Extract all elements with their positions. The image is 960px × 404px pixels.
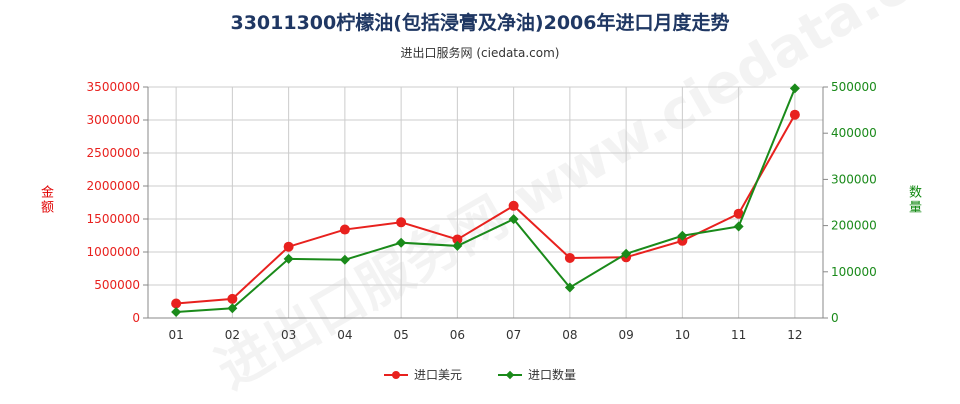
- left-tick-label: 0: [132, 311, 140, 325]
- data-point-amount: [564, 252, 575, 263]
- right-axis-title: 数量: [906, 185, 921, 215]
- data-point-amount: [677, 235, 688, 246]
- left-tick-label: 1500000: [87, 212, 140, 226]
- data-point-amount: [396, 217, 407, 228]
- data-point-quantity: [283, 253, 294, 264]
- x-tick-label: 06: [450, 328, 465, 342]
- data-point-quantity: [452, 240, 463, 251]
- data-point-quantity: [564, 282, 575, 293]
- legend-label-amount: 进口美元: [413, 368, 462, 382]
- legend-swatch-diamond: [498, 369, 522, 381]
- series-line-amount: [176, 114, 796, 305]
- data-point-amount: [227, 293, 238, 304]
- right-tick-label: 200000: [831, 219, 877, 233]
- series-line-quantity: [176, 88, 796, 313]
- data-point-quantity: [508, 214, 519, 225]
- data-point-quantity: [171, 306, 182, 317]
- x-tick-label: 12: [787, 328, 802, 342]
- left-tick-label: 1000000: [87, 245, 140, 259]
- data-point-amount: [733, 208, 744, 219]
- right-tick-label: 400000: [831, 126, 877, 140]
- x-tick-label: 05: [393, 328, 408, 342]
- data-point-amount: [789, 109, 800, 120]
- data-point-quantity: [396, 237, 407, 248]
- left-tick-label: 3000000: [87, 113, 140, 127]
- data-point-amount: [171, 298, 182, 309]
- chart-subtitle: 进出口服务网 (ciedata.com): [400, 46, 560, 60]
- data-point-amount: [452, 234, 463, 245]
- left-tick-label: 2500000: [87, 146, 140, 160]
- data-point-quantity: [789, 83, 800, 94]
- data-point-quantity: [621, 248, 632, 259]
- data-point-amount: [339, 224, 350, 235]
- data-point-quantity: [677, 230, 688, 241]
- left-axis-title: 金额: [38, 185, 53, 215]
- x-tick-label: 08: [562, 328, 577, 342]
- right-tick-label: 500000: [831, 80, 877, 94]
- left-tick-label: 500000: [94, 278, 140, 292]
- x-tick-label: 01: [168, 328, 183, 342]
- x-tick-label: 09: [618, 328, 633, 342]
- legend: 进口美元 进口数量: [0, 366, 960, 383]
- data-point-amount: [508, 200, 519, 211]
- x-tick-label: 11: [731, 328, 746, 342]
- x-tick-label: 03: [281, 328, 296, 342]
- legend-item-amount[interactable]: 进口美元: [383, 366, 462, 383]
- legend-label-quantity: 进口数量: [528, 368, 577, 382]
- right-tick-label: 0: [831, 311, 839, 325]
- legend-item-quantity[interactable]: 进口数量: [498, 366, 576, 383]
- data-point-quantity: [227, 303, 238, 314]
- left-tick-label: 2000000: [87, 179, 140, 193]
- data-point-amount: [283, 241, 294, 252]
- right-tick-label: 300000: [831, 172, 877, 186]
- x-tick-label: 10: [675, 328, 690, 342]
- data-point-quantity: [733, 221, 744, 232]
- x-tick-label: 07: [506, 328, 521, 342]
- x-tick-label: 04: [337, 328, 352, 342]
- left-tick-label: 3500000: [87, 80, 140, 94]
- right-tick-label: 100000: [831, 265, 877, 279]
- x-tick-label: 02: [225, 328, 240, 342]
- data-point-quantity: [339, 254, 350, 265]
- legend-swatch-circle: [383, 369, 408, 381]
- chart-title: 33011300柠檬油(包括浸膏及净油)2006年进口月度走势: [230, 12, 730, 34]
